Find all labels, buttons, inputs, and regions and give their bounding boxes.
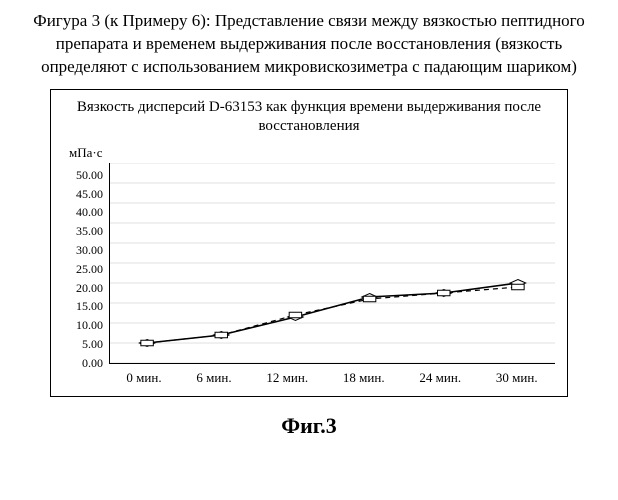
y-tick: 30.00 [63, 244, 103, 256]
y-tick: 5.00 [63, 338, 103, 350]
y-tick: 10.00 [63, 319, 103, 331]
figure-caption: Фигура 3 (к Примеру 6): Представление св… [30, 10, 588, 79]
chart-frame: Вязкость дисперсий D-63153 как функция в… [50, 89, 568, 397]
y-tick: 15.00 [63, 300, 103, 312]
chart-markers-svg [110, 163, 555, 363]
figure-label: Фиг.3 [20, 413, 598, 439]
y-tick: 35.00 [63, 225, 103, 237]
y-ticks: 50.00 45.00 40.00 35.00 30.00 25.00 20.00 15.00… [63, 163, 109, 363]
y-tick: 40.00 [63, 206, 103, 218]
chart-title: Вязкость дисперсий D-63153 как функция в… [63, 98, 555, 137]
x-ticks: 0 мин. 6 мин. 12 мин. 18 мин. 24 мин. 30 мин. [109, 370, 555, 386]
y-tick: 0.00 [63, 357, 103, 369]
x-tick: 18 мин. [343, 370, 385, 386]
y-tick: 50.00 [63, 169, 103, 181]
page-root: Фигура 3 (к Примеру 6): Представление св… [0, 0, 618, 500]
plot-wrap: 50.00 45.00 40.00 35.00 30.00 25.00 20.00 15.00… [63, 163, 555, 364]
x-tick: 12 мин. [266, 370, 308, 386]
plot-area [109, 163, 555, 364]
x-tick: 24 мин. [419, 370, 461, 386]
y-tick: 20.00 [63, 282, 103, 294]
x-tick: 30 мин. [496, 370, 538, 386]
y-axis-label: мПа·с [69, 145, 555, 161]
y-tick: 25.00 [63, 263, 103, 275]
x-tick: 6 мин. [196, 370, 231, 386]
y-tick: 45.00 [63, 188, 103, 200]
x-tick: 0 мин. [126, 370, 161, 386]
